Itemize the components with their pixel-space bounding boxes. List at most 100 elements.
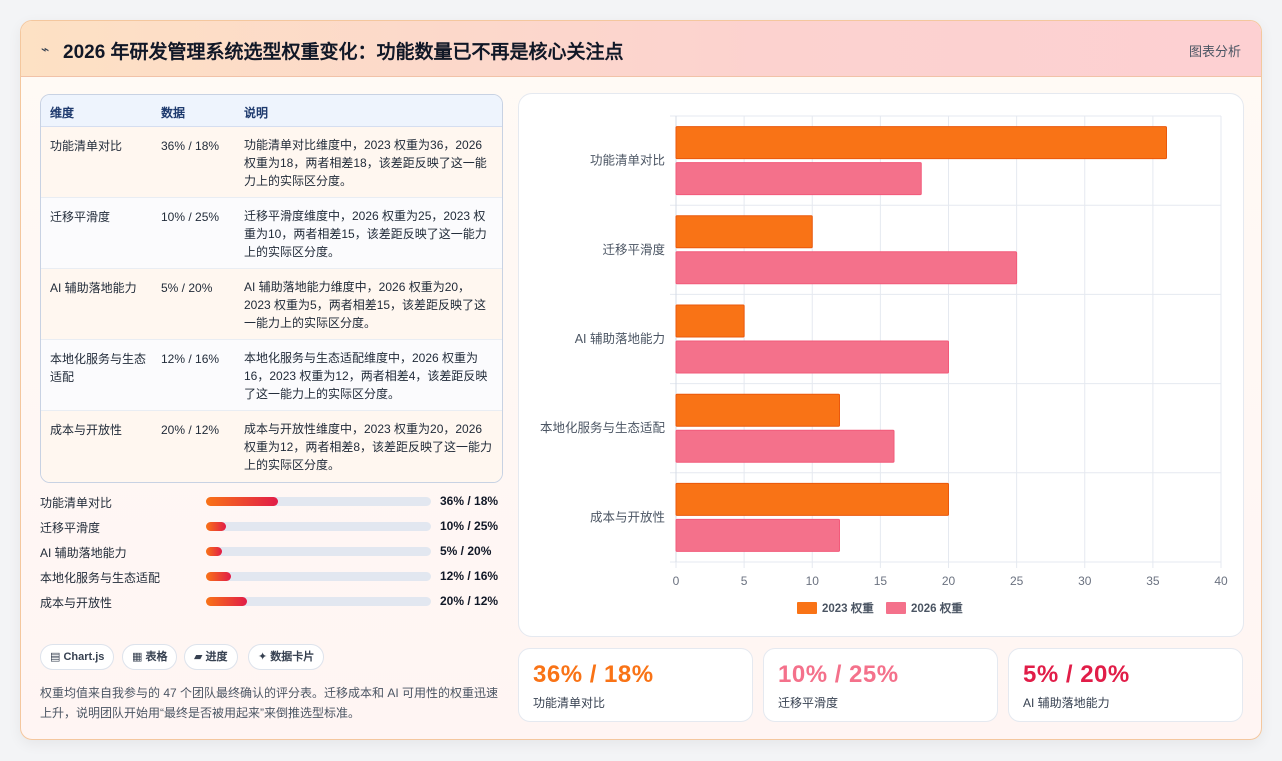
x-tick-label: 20: [942, 574, 956, 588]
sparkle-icon: ⌁: [41, 41, 50, 57]
column-header-data: 数据: [161, 106, 186, 120]
page-title: 2026 年研发管理系统选型权重变化：功能数量已不再是核心关注点: [63, 42, 624, 63]
cell-dimension: AI 辅助落地能力: [50, 281, 137, 295]
progress-row: 成本与开放性 20% / 12%: [40, 593, 503, 618]
kpi-label: 迁移平滑度: [778, 696, 839, 710]
progress-pill[interactable]: ▰ 进度: [184, 644, 238, 670]
x-tick-label: 10: [806, 574, 820, 588]
legend-label: 2026 权重: [911, 601, 963, 615]
table-row: 迁移平滑度 10% / 25% 迁移平滑度维度中，2026 权重为25，2023…: [41, 198, 502, 269]
kpi-value: 10% / 25%: [778, 661, 899, 688]
progress-label: 成本与开放性: [40, 596, 113, 610]
kpi-value: 36% / 18%: [533, 661, 654, 688]
table-row: 成本与开放性 20% / 12% 成本与开放性维度中，2023 权重为20，20…: [41, 411, 502, 482]
progress-label: AI 辅助落地能力: [40, 546, 127, 560]
cell-data: 20% / 12%: [161, 423, 220, 437]
table-pill[interactable]: ▦ 表格: [122, 644, 178, 670]
progress-track: [206, 547, 431, 556]
progress-fill: [206, 597, 247, 606]
bar-chart: 0 5 10 15 20 25 30 35 40 功能清单对比迁移平滑度 AI 辅助落地能力本地化服…: [518, 93, 1244, 637]
table-row: 本地化服务与生态适配 12% / 16% 本地化服务与生态适配维度中，2026 …: [41, 340, 502, 411]
progress-label: 本地化服务与生态适配: [40, 571, 161, 585]
category-label: 迁移平滑度: [602, 242, 665, 257]
progress-value: 5% / 20%: [440, 544, 492, 558]
table-row: AI 辅助落地能力 5% / 20% AI 辅助落地能力维度中，2026 权重为…: [41, 269, 502, 340]
cell-description: 迁移平滑度维度中，2026 权重为25，2023 权重为10，两者相差15，该差…: [244, 209, 487, 259]
main-card: ⌁ 2026 年研发管理系统选型权重变化：功能数量已不再是核心关注点 图表分析 …: [20, 20, 1262, 740]
progress-fill: [206, 497, 278, 506]
progress-fill: [206, 572, 231, 581]
data-card-pill[interactable]: ✦ 数据卡片: [248, 644, 325, 670]
x-tick-label: 0: [673, 574, 680, 588]
column-header-description: 说明: [244, 106, 269, 120]
category-label: 成本与开放性: [590, 509, 665, 524]
cell-description: 本地化服务与生态适配维度中，2026 权重为16，2023 权重为12，两者相差…: [244, 351, 488, 401]
progress-row: 功能清单对比 36% / 18%: [40, 493, 503, 518]
bar-2023: [675, 393, 840, 427]
table-header: 维度 数据 说明: [41, 95, 502, 127]
category-label: 本地化服务与生态适配: [540, 420, 666, 435]
column-header-dimension: 维度: [50, 106, 75, 120]
progress-row: 迁移平滑度 10% / 25%: [40, 518, 503, 543]
chart-analysis-link[interactable]: 图表分析: [1188, 44, 1241, 59]
bar-2026: [675, 518, 840, 552]
progress-fill: [206, 547, 222, 556]
kpi-card: 36% / 18% 功能清单对比: [518, 648, 753, 722]
x-tick-label: 35: [1146, 574, 1160, 588]
bar-2023: [675, 482, 949, 516]
bar-2023: [675, 126, 1167, 160]
progress-row: AI 辅助落地能力 5% / 20%: [40, 543, 503, 568]
category-label: AI 辅助落地能力: [575, 332, 665, 346]
bar-2023: [675, 304, 745, 338]
progress-label: 功能清单对比: [40, 496, 113, 510]
progress-track: [206, 572, 431, 581]
cell-description: 功能清单对比维度中，2023 权重为36，2026 权重为18，两者相差18，该…: [244, 138, 487, 188]
progress-fill: [206, 522, 227, 531]
cell-data: 36% / 18%: [161, 139, 220, 153]
x-tick-label: 5: [741, 574, 748, 588]
kpi-label: AI 辅助落地能力: [1023, 696, 1110, 710]
x-tick-label: 30: [1078, 574, 1092, 588]
progress-value: 20% / 12%: [440, 594, 499, 608]
cell-data: 5% / 20%: [161, 281, 213, 295]
chartjs-pill[interactable]: ▤ Chart.js: [40, 644, 115, 670]
kpi-card: 10% / 25% 迁移平滑度: [763, 648, 998, 722]
progress-value: 12% / 16%: [440, 569, 499, 583]
footnote: 权重均值来自我参与的 47 个团队最终确认的评分表。迁移成本和 AI 可用性的权…: [40, 686, 499, 720]
progress-track: [206, 597, 431, 606]
x-tick-label: 40: [1214, 574, 1228, 588]
cell-dimension: 迁移平滑度: [50, 210, 111, 224]
legend-label: 2023 权重: [822, 601, 874, 615]
bar-2026: [675, 251, 1018, 285]
table-row: 功能清单对比 36% / 18% 功能清单对比维度中，2023 权重为36，20…: [41, 127, 502, 198]
bar-2026: [675, 162, 922, 196]
cell-data: 12% / 16%: [161, 352, 220, 366]
data-table: 维度 数据 说明 功能清单对比 36% / 18% 功能清单对比维度中，2023…: [40, 94, 503, 483]
cell-dimension: 成本与开放性: [50, 423, 123, 437]
x-tick-label: 15: [874, 574, 888, 588]
legend-swatch: [797, 602, 817, 614]
cell-description: 成本与开放性维度中，2023 权重为20，2026 权重为12，两者相差8，该差…: [244, 422, 493, 472]
progress-value: 36% / 18%: [440, 494, 499, 508]
page-header: ⌁ 2026 年研发管理系统选型权重变化：功能数量已不再是核心关注点 图表分析: [21, 21, 1261, 77]
cell-data: 10% / 25%: [161, 210, 220, 224]
bar-2023: [675, 215, 813, 249]
progress-track: [206, 497, 431, 506]
bar-2026: [675, 340, 949, 374]
progress-track: [206, 522, 431, 531]
kpi-label: 功能清单对比: [533, 696, 606, 710]
progress-list: 功能清单对比 36% / 18% 迁移平滑度 10% / 25% AI 辅助落地…: [40, 493, 503, 618]
legend-swatch: [886, 602, 906, 614]
kpi-value: 5% / 20%: [1023, 661, 1130, 688]
progress-row: 本地化服务与生态适配 12% / 16%: [40, 568, 503, 593]
progress-label: 迁移平滑度: [40, 521, 101, 535]
category-label: 功能清单对比: [590, 154, 665, 168]
cell-dimension: 本地化服务与生态适配: [50, 352, 147, 384]
bar-2026: [675, 429, 895, 463]
progress-value: 10% / 25%: [440, 519, 499, 533]
cell-description: AI 辅助落地能力维度中，2026 权重为20，2023 权重为5，两者相差15…: [244, 280, 487, 330]
cell-dimension: 功能清单对比: [50, 139, 123, 153]
kpi-card: 5% / 20% AI 辅助落地能力: [1008, 648, 1243, 722]
x-tick-label: 25: [1010, 574, 1024, 588]
